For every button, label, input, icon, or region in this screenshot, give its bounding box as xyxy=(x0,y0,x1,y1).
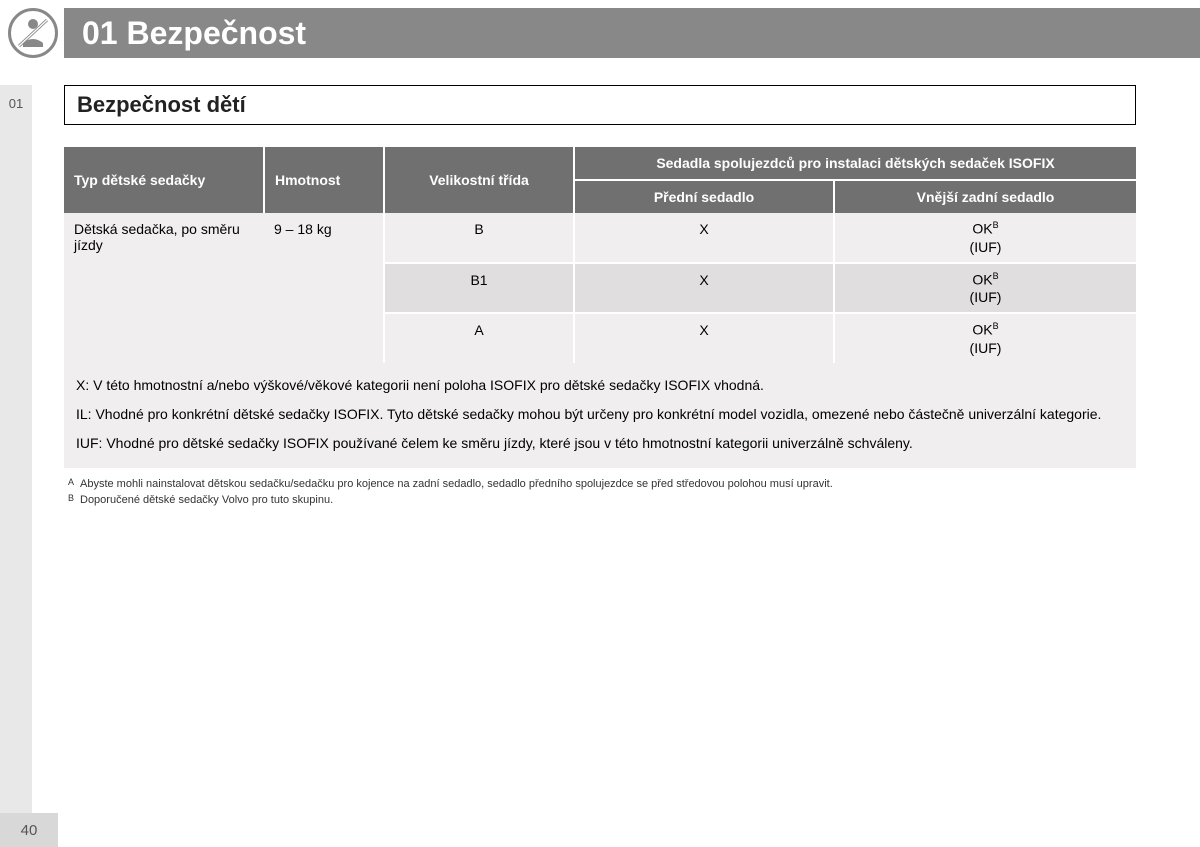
th-type: Typ dětské sedačky xyxy=(64,147,264,213)
rear-iuf: (IUF) xyxy=(845,341,1126,355)
rear-sup: B xyxy=(993,271,999,281)
page-number: 40 xyxy=(0,813,58,847)
th-size-class: Velikostní třída xyxy=(384,147,574,213)
rear-ok: OK xyxy=(972,322,992,338)
rear-ok: OK xyxy=(972,221,992,237)
footnote-b: BDoporučené dětské sedačky Volvo pro tut… xyxy=(68,492,1136,509)
cell-front: X xyxy=(574,313,834,363)
table-row: Dětská sedačka, po směru jízdy 9 – 18 kg… xyxy=(64,213,1136,263)
note-il: IL: Vhodné pro konkrétní dětské sedačky … xyxy=(76,404,1124,425)
cell-type: Dětská sedačka, po směru jízdy xyxy=(64,213,264,363)
footnote-a: AAbyste mohli nainstalovat dětskou sedač… xyxy=(68,476,1136,493)
seatbelt-icon xyxy=(8,8,58,58)
notes-box: X: V této hmotnostní a/nebo výškové/věko… xyxy=(64,363,1136,468)
rear-sup: B xyxy=(993,220,999,230)
footnotes: AAbyste mohli nainstalovat dětskou sedač… xyxy=(64,476,1136,509)
rear-iuf: (IUF) xyxy=(845,240,1126,254)
side-strip xyxy=(0,121,32,821)
rear-ok: OK xyxy=(972,271,992,287)
th-front-seat: Přední sedadlo xyxy=(574,180,834,213)
chapter-side-tab: 01 xyxy=(0,85,32,121)
chapter-title: 01 Bezpečnost xyxy=(82,15,306,52)
cell-size: B xyxy=(384,213,574,263)
cell-weight: 9 – 18 kg xyxy=(264,213,384,363)
rear-sup: B xyxy=(993,321,999,331)
th-weight: Hmotnost xyxy=(264,147,384,213)
cell-size: A xyxy=(384,313,574,363)
cell-front: X xyxy=(574,263,834,314)
section-title: Bezpečnost dětí xyxy=(77,92,246,117)
cell-size: B1 xyxy=(384,263,574,314)
note-iuf: IUF: Vhodné pro dětské sedačky ISOFIX po… xyxy=(76,433,1124,454)
cell-front: X xyxy=(574,213,834,263)
footnote-b-text: Doporučené dětské sedačky Volvo pro tuto… xyxy=(80,494,333,506)
cell-rear: OKB (IUF) xyxy=(834,313,1136,363)
footnote-b-label: B xyxy=(68,492,80,506)
rear-iuf: (IUF) xyxy=(845,290,1126,304)
th-outer-rear: Vnější zadní sedadlo xyxy=(834,180,1136,213)
cell-rear: OKB (IUF) xyxy=(834,213,1136,263)
th-seats-title: Sedadla spolujezdců pro instalaci dětský… xyxy=(574,147,1136,180)
footnote-a-label: A xyxy=(68,476,80,490)
isofix-table: Typ dětské sedačky Hmotnost Velikostní t… xyxy=(64,147,1136,363)
note-x: X: V této hmotnostní a/nebo výškové/věko… xyxy=(76,375,1124,396)
cell-rear: OKB (IUF) xyxy=(834,263,1136,314)
page-content: Bezpečnost dětí Typ dětské sedačky Hmotn… xyxy=(64,85,1136,509)
section-title-box: Bezpečnost dětí xyxy=(64,85,1136,125)
footnote-a-text: Abyste mohli nainstalovat dětskou sedačk… xyxy=(80,478,833,490)
chapter-header: 01 Bezpečnost xyxy=(64,8,1200,58)
